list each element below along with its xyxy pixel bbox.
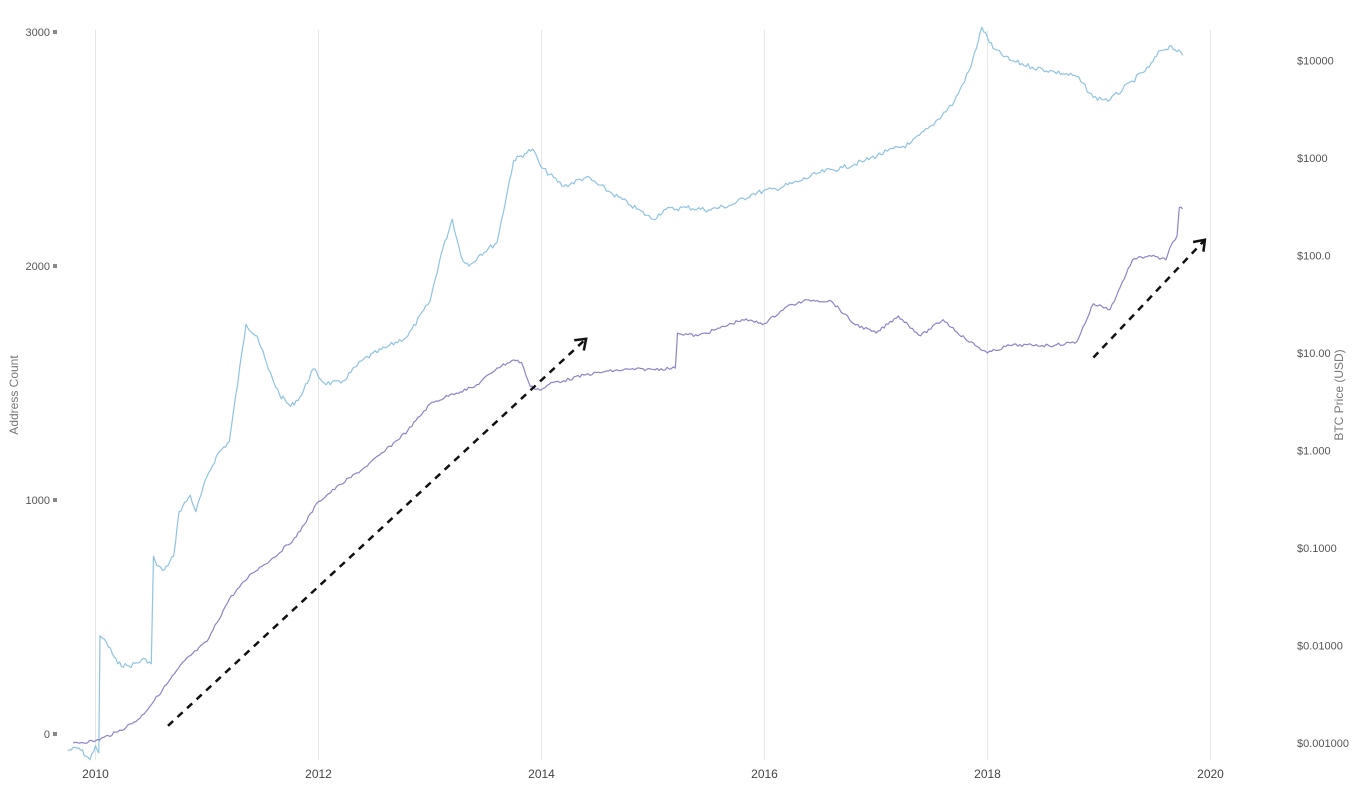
left-tick-mark — [53, 732, 57, 736]
left-tick-mark — [53, 30, 57, 34]
left-axis-title: Address Count — [7, 355, 21, 435]
annotation-layer — [167, 238, 1207, 727]
x-tick-label: 2020 — [1197, 767, 1224, 781]
btc-price-line — [73, 206, 1184, 744]
x-tick-label: 2016 — [751, 767, 778, 781]
right-axis-title: BTC Price (USD) — [1332, 349, 1346, 440]
x-grid-lines — [95, 30, 1211, 760]
trend-arrow-line — [1092, 238, 1206, 359]
right-tick-label: $10.00 — [1297, 348, 1331, 360]
right-tick-label: $1000 — [1297, 153, 1328, 165]
x-tick-label: 2012 — [305, 767, 332, 781]
left-y-axis: 0 1000 2000 3000 — [26, 27, 57, 741]
trend-arrow-head — [1192, 238, 1207, 252]
right-tick-label: $0.001000 — [1297, 738, 1349, 750]
address-count-line — [67, 26, 1184, 761]
left-tick-label: 0 — [44, 729, 50, 741]
left-tick-mark — [53, 264, 57, 268]
left-tick-mark — [53, 498, 57, 502]
trend-arrow-head — [574, 337, 588, 351]
right-tick-label: $100.0 — [1297, 251, 1331, 263]
trend-arrow-line — [167, 337, 587, 727]
x-tick-label: 2018 — [974, 767, 1001, 781]
right-tick-label: $1.000 — [1297, 446, 1331, 458]
right-y-axis: $0.001000 $0.01000 $0.1000 $1.000 $10.00 $100… — [1297, 56, 1349, 751]
x-axis: 2010 2012 2014 2016 2018 2020 — [82, 767, 1224, 781]
right-tick-label: $0.01000 — [1297, 641, 1343, 653]
left-tick-label: 3000 — [26, 27, 50, 39]
series-layer — [67, 26, 1184, 761]
right-tick-label: $10000 — [1297, 56, 1334, 68]
left-tick-label: 2000 — [26, 261, 50, 273]
x-tick-label: 2010 — [82, 767, 109, 781]
x-tick-label: 2014 — [528, 767, 555, 781]
left-tick-label: 1000 — [26, 495, 50, 507]
right-tick-label: $0.1000 — [1297, 543, 1337, 555]
